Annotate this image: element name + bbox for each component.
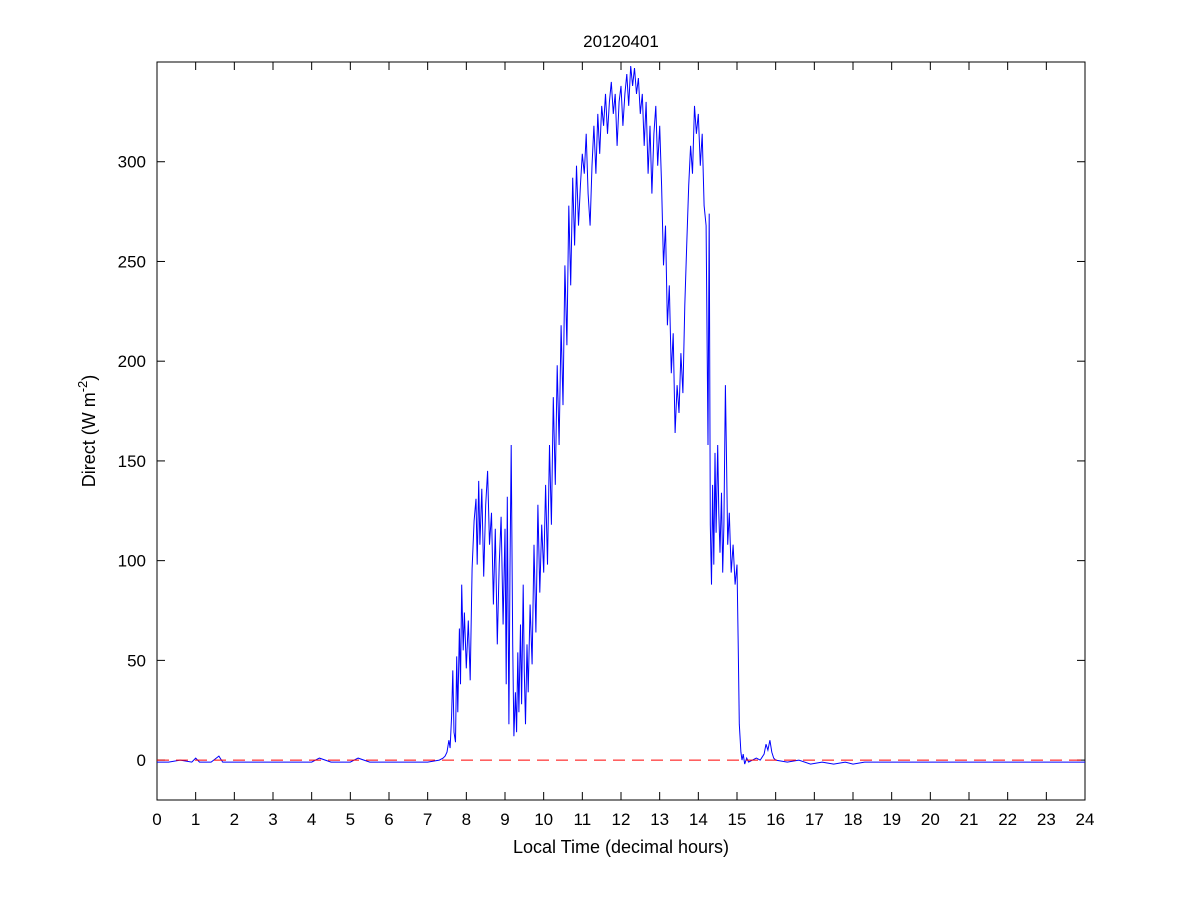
x-tick-label: 7	[423, 810, 432, 829]
x-tick-label: 0	[152, 810, 161, 829]
x-tick-label: 6	[384, 810, 393, 829]
x-tick-label: 23	[1037, 810, 1056, 829]
x-tick-label: 19	[882, 810, 901, 829]
y-axis-label: Direct (W m-2)	[75, 375, 99, 488]
x-tick-label: 14	[689, 810, 708, 829]
x-tick-label: 11	[574, 810, 592, 829]
plot-frame	[156, 61, 1086, 801]
y-tick-label: 200	[118, 352, 146, 371]
y-tick-label: 100	[118, 552, 146, 571]
x-tick-label: 4	[307, 810, 316, 829]
x-axis-label: Local Time (decimal hours)	[513, 837, 729, 857]
x-tick-label: 10	[534, 810, 553, 829]
x-tick-label: 1	[191, 810, 200, 829]
x-tick-label: 22	[998, 810, 1017, 829]
x-tick-label: 8	[462, 810, 471, 829]
y-tick-label: 250	[118, 252, 146, 271]
y-tick-label: 0	[137, 751, 146, 770]
x-tick-label: 15	[728, 810, 747, 829]
x-tick-label: 16	[766, 810, 785, 829]
x-tick-label: 2	[230, 810, 239, 829]
y-tick-label: 50	[127, 651, 146, 670]
direct-irradiance	[157, 65, 1085, 765]
x-tick-label: 17	[805, 810, 824, 829]
x-tick-label: 24	[1076, 810, 1095, 829]
chart-title: 20120401	[583, 32, 659, 51]
x-tick-label: 9	[500, 810, 509, 829]
x-tick-label: 18	[844, 810, 863, 829]
x-tick-label: 3	[268, 810, 277, 829]
x-tick-label: 12	[612, 810, 631, 829]
x-tick-label: 5	[346, 810, 355, 829]
y-tick-label: 150	[118, 452, 146, 471]
x-tick-label: 21	[960, 810, 979, 829]
plot-area: 0 1 2 3 4 5 6 7 8 9 10 11 12 13 14 15 16 17 18 19 20 21 22 23 24…	[118, 61, 1095, 829]
x-tick-label: 20	[921, 810, 940, 829]
x-tick-label: 13	[650, 810, 669, 829]
y-tick-label: 300	[118, 153, 146, 172]
